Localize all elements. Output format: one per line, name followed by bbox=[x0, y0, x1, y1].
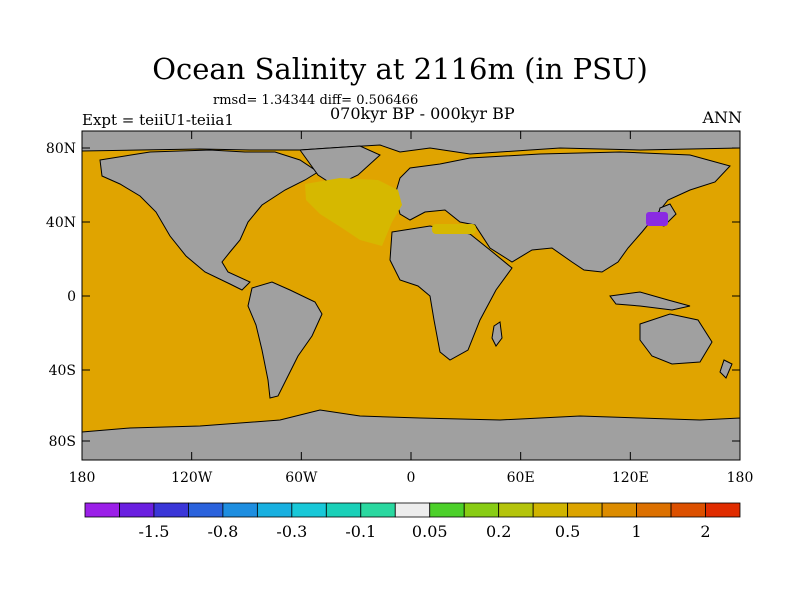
colorbar-label: 0.5 bbox=[555, 522, 580, 541]
colorbar-box bbox=[636, 502, 672, 518]
colorbar-box bbox=[325, 502, 362, 518]
colorbar-label: -0.8 bbox=[207, 522, 238, 541]
colorbar-box bbox=[498, 502, 534, 518]
lon-tick-label: 60E bbox=[507, 470, 535, 486]
colorbar-label: -0.1 bbox=[345, 522, 376, 541]
colorbar-label: 0.2 bbox=[486, 522, 511, 541]
lon-tick-label: 180 bbox=[69, 470, 96, 486]
colorbar-label: 2 bbox=[700, 522, 710, 541]
lat-tick-label: 80N bbox=[46, 141, 76, 157]
colorbar-box bbox=[291, 502, 327, 518]
colorbar-box bbox=[532, 502, 569, 518]
lon-tick-label: 120W bbox=[171, 470, 213, 486]
colorbar-box bbox=[601, 502, 637, 518]
north-atlantic-anomaly bbox=[305, 178, 402, 246]
colorbar-box bbox=[394, 502, 431, 518]
mediterranean-anomaly bbox=[432, 224, 476, 234]
greenland bbox=[299, 145, 381, 187]
eurasia bbox=[394, 151, 731, 273]
colorbar-box bbox=[463, 502, 500, 518]
madagascar bbox=[491, 321, 503, 347]
chart-title: Ocean Salinity at 2116m (in PSU) bbox=[152, 52, 648, 86]
north-america bbox=[99, 149, 319, 291]
colorbar-label: -1.5 bbox=[139, 522, 170, 541]
colorbar-box bbox=[567, 502, 603, 518]
lat-tick-label: 40S bbox=[49, 363, 76, 379]
colorbar-box bbox=[153, 502, 189, 518]
new-zealand bbox=[719, 359, 733, 379]
japan-anomaly bbox=[646, 212, 668, 226]
land-masses bbox=[81, 130, 741, 461]
colorbar-box bbox=[705, 502, 741, 518]
colorbar-label: 0.05 bbox=[412, 522, 448, 541]
colorbar-box bbox=[256, 502, 293, 518]
colorbar-box bbox=[429, 502, 465, 518]
south-america bbox=[247, 281, 323, 399]
season-label: ANN bbox=[702, 108, 742, 127]
colorbar-box bbox=[119, 502, 155, 518]
colorbar-label: 1 bbox=[631, 522, 641, 541]
map-ticks: 80N 40N 0 40S 80S 180 120W 60W 0 60E 120E 180 bbox=[46, 131, 753, 486]
lon-tick-label: 0 bbox=[407, 470, 416, 486]
lon-tick-label: 120E bbox=[612, 470, 649, 486]
colorbar-box bbox=[222, 502, 258, 518]
lat-tick-label: 40N bbox=[46, 215, 76, 231]
lat-tick-label: 80S bbox=[49, 434, 76, 450]
stats-label: rmsd= 1.34344 diff= 0.506466 bbox=[213, 93, 419, 108]
colorbar-box bbox=[84, 502, 120, 518]
lon-tick-label: 60W bbox=[285, 470, 318, 486]
experiment-label: Expt = teiiU1-teiia1 bbox=[82, 111, 234, 129]
africa bbox=[389, 225, 513, 361]
colorbar-box bbox=[670, 502, 706, 518]
australia bbox=[639, 313, 713, 365]
colorbar-box bbox=[188, 502, 224, 518]
arctic-land bbox=[81, 130, 741, 155]
lat-tick-label: 0 bbox=[67, 289, 76, 305]
colorbar-box bbox=[360, 502, 396, 518]
lon-tick-label: 180 bbox=[727, 470, 754, 486]
colorbar-label: -0.3 bbox=[276, 522, 307, 541]
period-label: 070kyr BP - 000kyr BP bbox=[330, 104, 515, 123]
indonesia bbox=[609, 291, 691, 311]
